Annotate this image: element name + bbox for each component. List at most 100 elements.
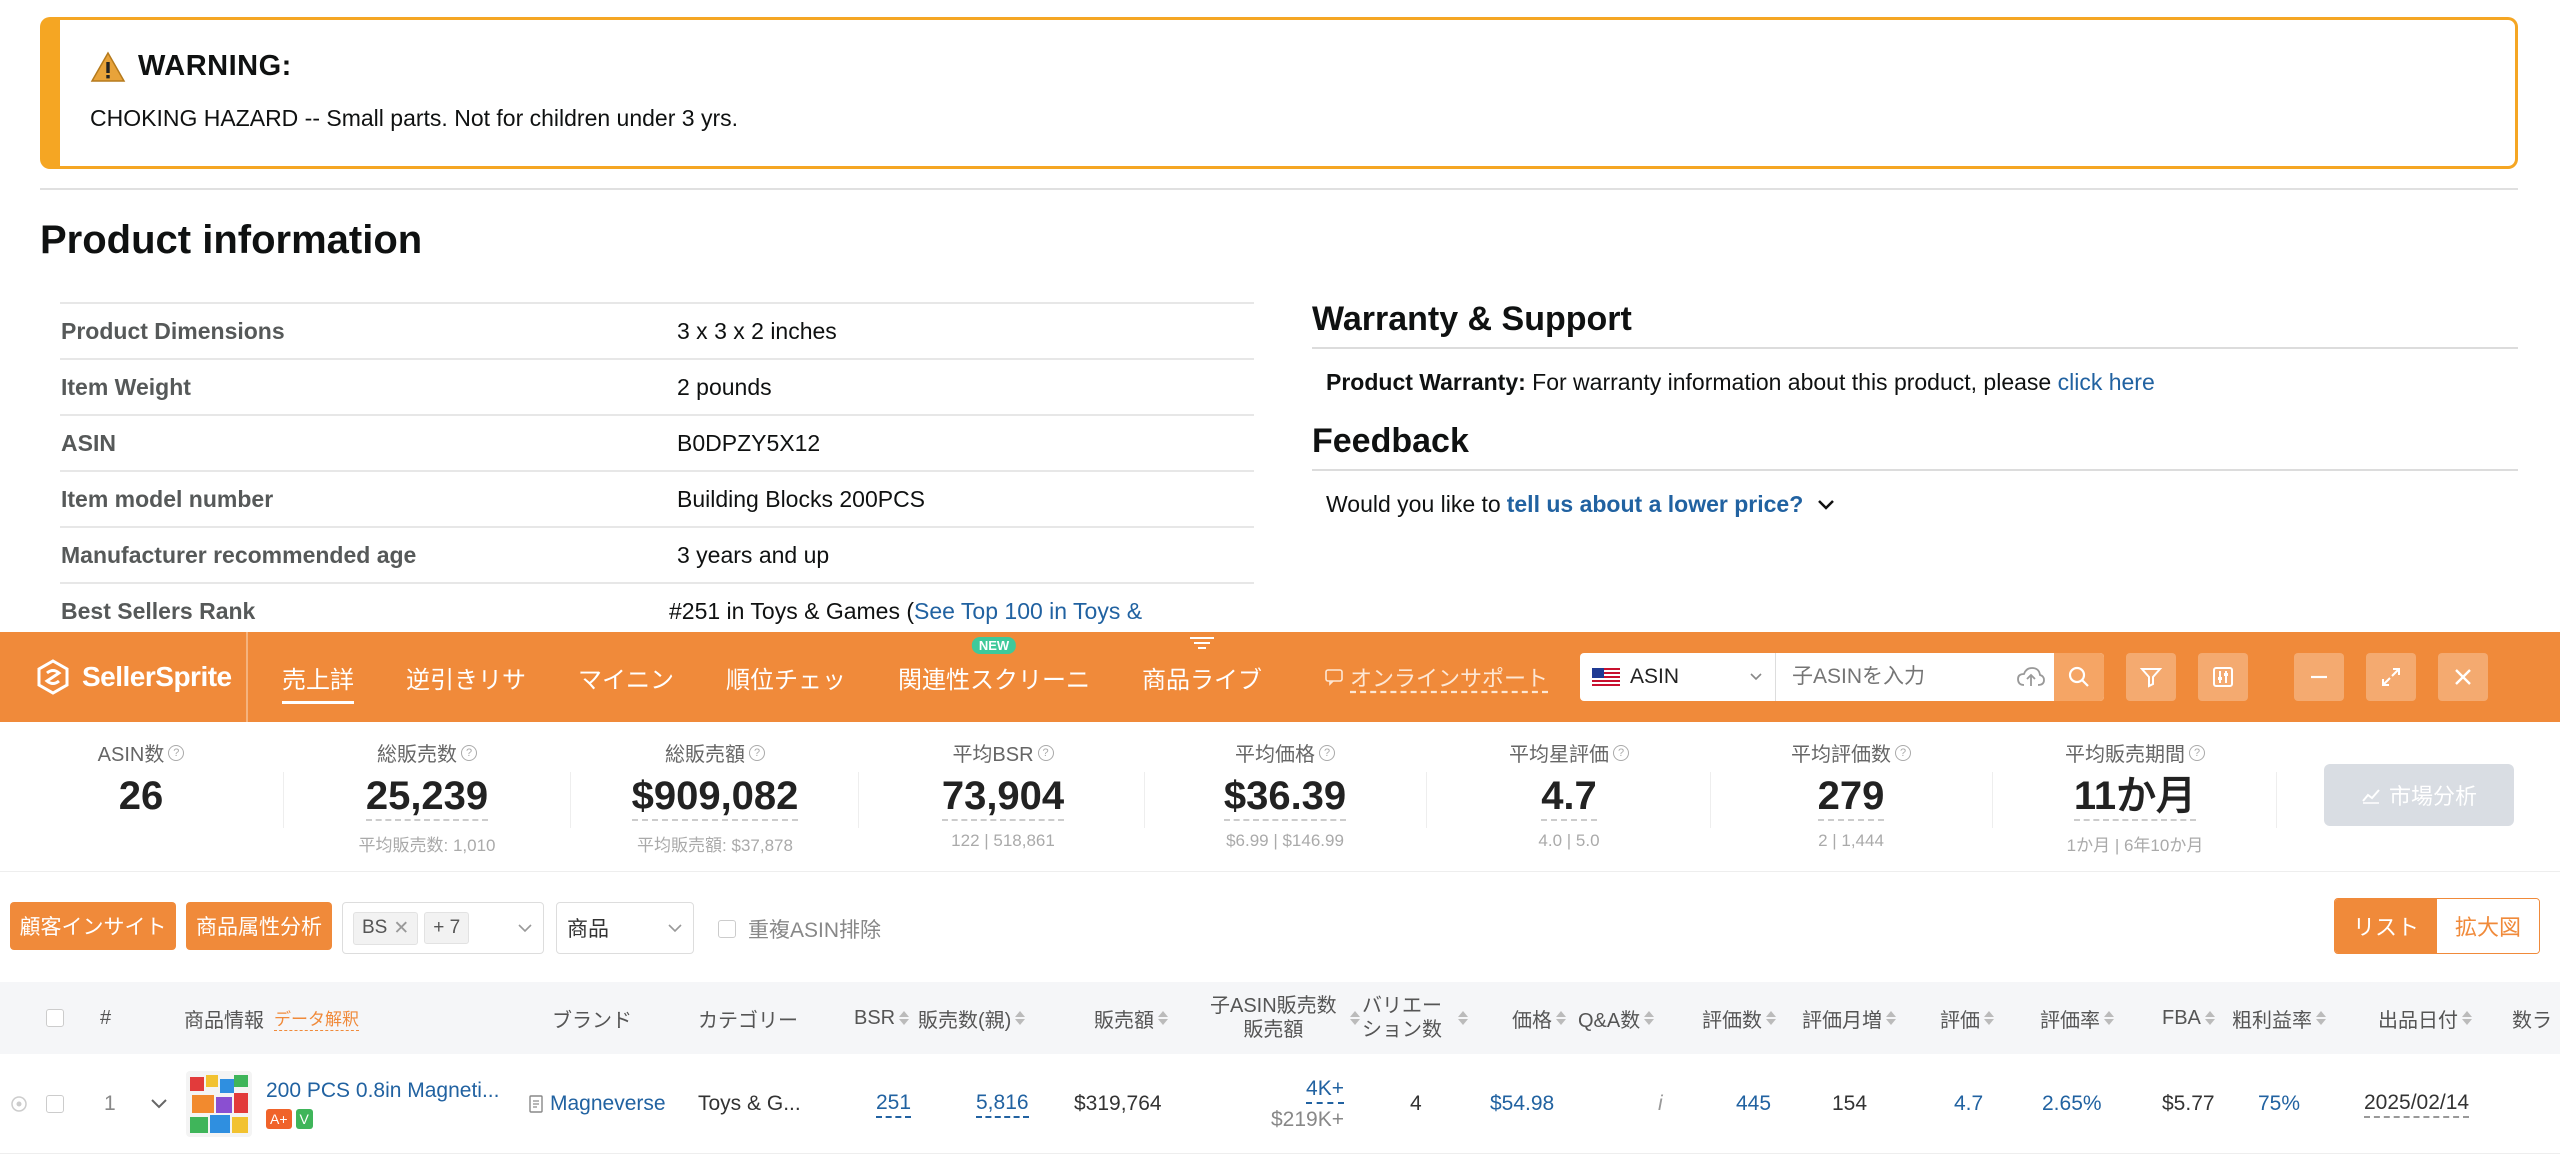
price-cell[interactable]: $54.98	[1490, 1092, 1555, 1115]
tab-rank-check[interactable]: 順位チェッ	[700, 632, 872, 722]
tab-relevance-screening[interactable]: NEW 関連性スクリーニ	[872, 632, 1116, 722]
col-child-sales-sort[interactable]	[1346, 982, 1360, 1054]
search-button[interactable]	[2054, 653, 2105, 701]
sort-icon	[2462, 1011, 2472, 1025]
child-asin-input[interactable]	[1776, 653, 2017, 701]
qa-cell: i	[1658, 1092, 1663, 1115]
col-price[interactable]: 価格	[1512, 982, 1566, 1054]
stat-value[interactable]: 25,239	[365, 773, 489, 821]
col-sales-parent-label: 販売数(親)	[918, 1009, 1012, 1032]
upload-icon[interactable]	[2016, 665, 2046, 689]
checkbox[interactable]	[46, 1009, 64, 1027]
tab-sales-detail[interactable]: 売上詳	[256, 632, 380, 722]
col-qa-label: Q&A数	[1578, 1009, 1641, 1032]
col-child-sales[interactable]: 子ASIN販売数 販売額	[1210, 982, 1337, 1054]
help-icon[interactable]: ?	[1037, 744, 1054, 761]
checkbox[interactable]	[718, 920, 736, 938]
col-rating[interactable]: 評価	[1940, 982, 1994, 1054]
col-bsr[interactable]: BSR	[854, 982, 910, 1054]
bsr-cell[interactable]: 251	[876, 1054, 912, 1154]
col-variations-label-2: ション数	[1362, 1019, 1442, 1041]
col-variations-sort[interactable]	[1454, 982, 1468, 1054]
warning-icon	[90, 50, 126, 82]
row-pin-icon[interactable]	[10, 1054, 28, 1154]
product-title-link[interactable]: 200 PCS 0.8in Magneti...	[266, 1079, 500, 1102]
attribute-analysis-button[interactable]: 商品属性分析	[186, 902, 332, 950]
spec-row: Best Sellers Rank #251 in Toys & Games (…	[60, 582, 1254, 638]
stat-value[interactable]: 4.7	[1541, 773, 1597, 821]
online-support-link[interactable]: オンラインサポート	[1324, 661, 1548, 693]
spec-row: Product Dimensions 3 x 3 x 2 inches	[60, 302, 1254, 358]
click-here-link[interactable]: click here	[2057, 369, 2155, 395]
child-sales-value[interactable]: 4K+	[1306, 1076, 1344, 1104]
market-analysis-button[interactable]: 市場分析	[2324, 764, 2514, 826]
tag-remove-icon[interactable]: ✕	[393, 917, 410, 939]
stat-value[interactable]: 73,904	[941, 773, 1065, 821]
bsr-value[interactable]: 251	[876, 1090, 912, 1118]
checkbox[interactable]	[46, 1095, 64, 1113]
col-review-monthly[interactable]: 評価月増	[1802, 982, 1896, 1054]
help-icon[interactable]: ?	[749, 744, 765, 761]
minimize-button[interactable]	[2294, 653, 2345, 701]
tab-mining[interactable]: マイニン	[552, 632, 700, 722]
help-icon[interactable]: ?	[1613, 744, 1629, 761]
sales-parent-cell[interactable]: 5,816	[976, 1054, 1029, 1154]
expand-button[interactable]	[2366, 653, 2417, 701]
settings-button[interactable]	[2198, 653, 2249, 701]
col-qa[interactable]: Q&A数	[1578, 982, 1655, 1054]
tab-product-live[interactable]: 商品ライブ	[1116, 632, 1288, 722]
brand-cell[interactable]: Magneverse	[528, 1054, 666, 1154]
data-explain-link[interactable]: データ解釈	[274, 1005, 359, 1031]
col-reviews[interactable]: 評価数	[1702, 982, 1776, 1054]
sellersprite-logo: SellerSprite	[0, 632, 248, 722]
lower-price-link[interactable]: tell us about a lower price?	[1506, 491, 1804, 517]
row-checkbox[interactable]	[46, 1054, 64, 1154]
stat-asin-count: ASIN数? 26	[16, 722, 266, 819]
tab-label: マイニン	[578, 666, 674, 694]
col-sales-parent[interactable]: 販売数(親)	[918, 982, 1026, 1054]
tab-reverse-research[interactable]: 逆引きリサ	[380, 632, 552, 722]
col-variations[interactable]: バリエー ション数	[1362, 982, 1442, 1054]
col-fba[interactable]: FBA	[2162, 982, 2215, 1054]
help-icon[interactable]: ?	[1895, 744, 1911, 761]
table-row[interactable]: 1 200 PCS 0.8in Magneti... A+ V	[0, 1054, 2560, 1154]
market-select[interactable]: ASIN	[1580, 653, 1777, 701]
spec-row: ASIN B0DPZY5X12	[60, 414, 1254, 470]
col-listing-date-label: 出品日付	[2378, 1009, 2458, 1032]
margin-cell: 75%	[2258, 1092, 2301, 1115]
sales-parent-value[interactable]: 5,816	[976, 1090, 1029, 1118]
help-icon[interactable]: ?	[168, 744, 185, 761]
brand-link[interactable]: Magneverse	[550, 1092, 666, 1115]
select-all-checkbox[interactable]	[46, 982, 64, 1054]
spec-value: Building Blocks 200PCS	[677, 485, 926, 512]
col-margin[interactable]: 粗利益率	[2232, 982, 2326, 1054]
help-icon[interactable]: ?	[2189, 744, 2205, 761]
stat-value[interactable]: $36.39	[1223, 773, 1347, 821]
reviews-cell[interactable]: 445	[1736, 1092, 1772, 1115]
filter-button[interactable]	[2126, 653, 2177, 701]
col-listing-date[interactable]: 出品日付	[2378, 982, 2472, 1054]
help-icon[interactable]: ?	[1319, 744, 1335, 761]
help-icon[interactable]: ?	[461, 744, 477, 761]
view-zoom-button[interactable]: 拡大図	[2437, 899, 2539, 953]
row-expand[interactable]	[150, 1054, 168, 1154]
rating-cell[interactable]: 4.7	[1954, 1092, 1984, 1115]
product-image[interactable]	[186, 1054, 252, 1154]
customer-insight-button[interactable]: 顧客インサイト	[10, 902, 176, 950]
stat-label-text: 平均価格	[1235, 744, 1315, 766]
dedupe-asin-checkbox[interactable]: 重複ASIN排除	[718, 914, 881, 944]
stat-value[interactable]: $909,082	[631, 773, 799, 821]
close-button[interactable]	[2438, 653, 2489, 701]
stat-value[interactable]: 279	[1817, 773, 1885, 821]
type-select[interactable]: 商品	[556, 902, 694, 954]
stat-value[interactable]: 11か月	[2073, 773, 2197, 821]
col-revenue[interactable]: 販売額	[1094, 982, 1168, 1054]
see-top-100-link[interactable]: See Top 100 in Toys &	[914, 597, 1143, 624]
stat-value: 26	[118, 774, 164, 818]
child-sales-cell: 4K+ $219K+	[1258, 1054, 1344, 1154]
view-list-button[interactable]: リスト	[2335, 899, 2437, 953]
col-review-rate[interactable]: 評価率	[2040, 982, 2114, 1054]
divider	[1312, 347, 2518, 349]
filter-tags-select[interactable]: BS ✕ + 7	[342, 902, 544, 954]
chevron-down-icon[interactable]	[1817, 499, 1835, 511]
